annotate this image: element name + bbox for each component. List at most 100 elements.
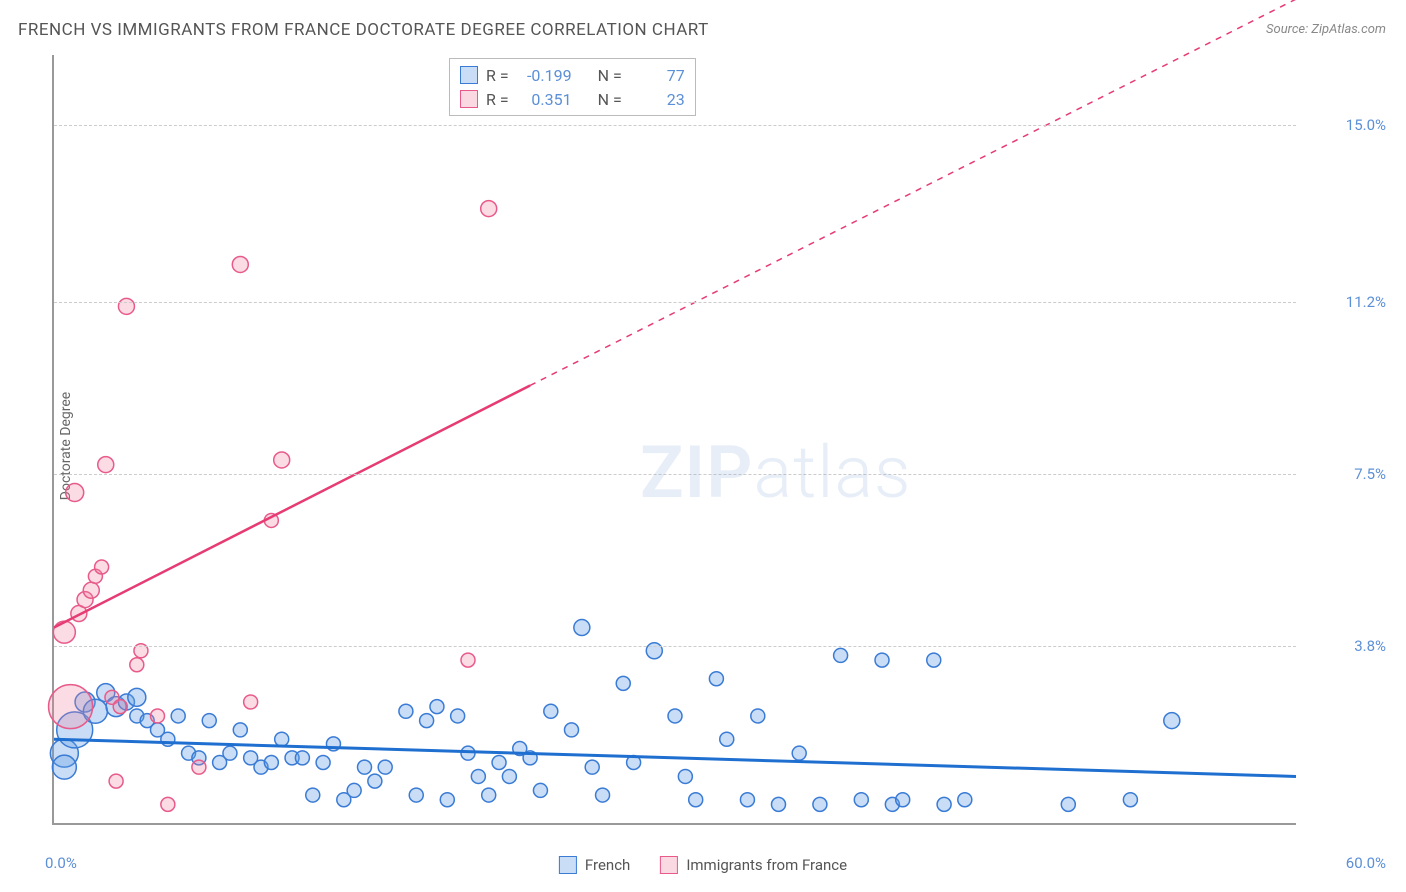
scatter-point — [544, 704, 558, 718]
scatter-point — [316, 755, 330, 769]
source-attribution: Source: ZipAtlas.com — [1266, 22, 1386, 37]
stat-r-label: R = — [486, 90, 509, 109]
scatter-point — [358, 760, 372, 774]
plot-area: R = -0.199 N = 77 R = 0.351 N = 23 — [52, 55, 1296, 825]
scatter-point — [264, 755, 278, 769]
scatter-point — [596, 788, 610, 802]
scatter-point — [709, 672, 723, 686]
scatter-point — [83, 582, 99, 598]
scatter-point — [492, 755, 506, 769]
y-tick-label: 15.0% — [1346, 116, 1386, 134]
scatter-point — [451, 709, 465, 723]
scatter-point — [202, 714, 216, 728]
scatter-point — [130, 658, 144, 672]
scatter-point — [482, 788, 496, 802]
scatter-point — [347, 783, 361, 797]
scatter-point — [1164, 713, 1180, 729]
scatter-point — [98, 457, 114, 473]
scatter-point — [689, 793, 703, 807]
stat-r-label: R = — [486, 66, 509, 85]
legend-item-immigrants: Immigrants from France — [660, 856, 847, 874]
stat-n-value-french: 77 — [630, 66, 685, 85]
swatch-pink-icon — [660, 856, 678, 874]
scatter-point — [533, 783, 547, 797]
gridline — [54, 302, 1296, 303]
correlation-stats-box: R = -0.199 N = 77 R = 0.351 N = 23 — [449, 58, 696, 116]
scatter-point — [927, 653, 941, 667]
scatter-point — [678, 769, 692, 783]
legend-label-immigrants: Immigrants from France — [686, 856, 847, 874]
stat-r-value-immigrants: 0.351 — [517, 90, 572, 109]
scatter-point — [128, 688, 146, 706]
scatter-point — [430, 700, 444, 714]
scatter-point — [574, 620, 590, 636]
scatter-point — [772, 797, 786, 811]
scatter-point — [409, 788, 423, 802]
scatter-point — [896, 793, 910, 807]
scatter-point — [834, 648, 848, 662]
scatter-point — [616, 676, 630, 690]
gridline — [54, 646, 1296, 647]
scatter-point — [740, 793, 754, 807]
scatter-point — [275, 732, 289, 746]
scatter-point — [420, 714, 434, 728]
x-axis-max-label: 60.0% — [1346, 854, 1386, 872]
scatter-point — [813, 797, 827, 811]
trend-line-immigrants-solid — [54, 385, 530, 627]
stat-n-label: N = — [598, 90, 622, 109]
stat-n-value-immigrants: 23 — [630, 90, 685, 109]
scatter-point — [565, 723, 579, 737]
stats-row-immigrants: R = 0.351 N = 23 — [460, 87, 685, 111]
scatter-point — [49, 685, 93, 729]
scatter-point — [274, 452, 290, 468]
scatter-point — [244, 695, 258, 709]
scatter-point — [668, 709, 682, 723]
swatch-blue-icon — [460, 66, 478, 84]
y-tick-label: 7.5% — [1354, 465, 1386, 483]
y-tick-label: 3.8% — [1354, 637, 1386, 655]
swatch-blue-icon — [559, 856, 577, 874]
scatter-point — [751, 709, 765, 723]
scatter-point — [440, 793, 454, 807]
scatter-point — [1061, 797, 1075, 811]
chart-svg — [54, 55, 1296, 823]
scatter-point — [854, 793, 868, 807]
scatter-point — [95, 560, 109, 574]
scatter-point — [161, 797, 175, 811]
scatter-point — [295, 751, 309, 765]
scatter-point — [481, 201, 497, 217]
scatter-point — [792, 746, 806, 760]
stat-n-label: N = — [598, 66, 622, 85]
scatter-point — [471, 769, 485, 783]
scatter-point — [232, 256, 248, 272]
scatter-point — [52, 755, 76, 779]
scatter-point — [192, 760, 206, 774]
chart-title: FRENCH VS IMMIGRANTS FROM FRANCE DOCTORA… — [18, 20, 709, 40]
x-axis-origin-label: 0.0% — [45, 854, 77, 872]
scatter-point — [875, 653, 889, 667]
scatter-point — [113, 700, 127, 714]
scatter-point — [66, 484, 84, 502]
scatter-point — [151, 709, 165, 723]
scatter-point — [461, 653, 475, 667]
scatter-point — [233, 723, 247, 737]
scatter-point — [958, 793, 972, 807]
scatter-point — [53, 621, 75, 643]
scatter-point — [1123, 793, 1137, 807]
scatter-point — [502, 769, 516, 783]
scatter-point — [378, 760, 392, 774]
y-tick-label: 11.2% — [1346, 293, 1386, 311]
scatter-point — [720, 732, 734, 746]
scatter-point — [585, 760, 599, 774]
scatter-point — [399, 704, 413, 718]
scatter-point — [306, 788, 320, 802]
gridline — [54, 474, 1296, 475]
trend-line-french — [54, 739, 1296, 776]
scatter-point — [223, 746, 237, 760]
stat-r-value-french: -0.199 — [517, 66, 572, 85]
legend-label-french: French — [585, 856, 630, 874]
legend-item-french: French — [559, 856, 630, 874]
bottom-legend: French Immigrants from France — [559, 856, 847, 874]
scatter-point — [937, 797, 951, 811]
scatter-point — [109, 774, 123, 788]
